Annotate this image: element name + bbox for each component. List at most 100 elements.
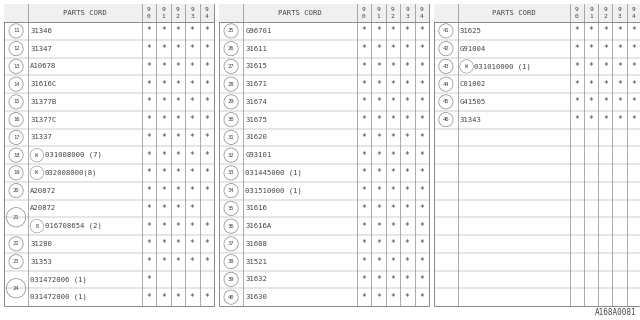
- Text: *: *: [390, 26, 395, 36]
- Text: *: *: [390, 275, 395, 284]
- Text: A20872: A20872: [30, 188, 56, 194]
- Text: *: *: [603, 97, 607, 106]
- Text: 31671: 31671: [245, 81, 267, 87]
- Bar: [4, 4, 214, 306]
- Text: *: *: [204, 115, 209, 124]
- Text: 9: 9: [362, 7, 365, 12]
- Text: B: B: [35, 224, 38, 228]
- Text: *: *: [390, 62, 395, 71]
- Text: *: *: [405, 151, 410, 160]
- Text: *: *: [589, 115, 593, 124]
- Bar: [219, 4, 429, 22]
- Text: *: *: [190, 204, 195, 213]
- Text: *: *: [632, 26, 636, 36]
- Text: *: *: [390, 115, 395, 124]
- Text: *: *: [376, 80, 381, 89]
- Text: G96701: G96701: [245, 28, 271, 34]
- Text: *: *: [419, 257, 424, 266]
- Text: 30: 30: [228, 117, 234, 122]
- Text: 9: 9: [190, 7, 194, 12]
- Text: *: *: [405, 44, 410, 53]
- Text: *: *: [390, 257, 395, 266]
- Text: 9: 9: [161, 7, 165, 12]
- Text: *: *: [147, 97, 151, 106]
- Text: 031472000 (1): 031472000 (1): [30, 294, 87, 300]
- Text: 16: 16: [13, 117, 19, 122]
- Text: G41505: G41505: [460, 99, 486, 105]
- Text: 2: 2: [176, 14, 180, 20]
- Text: 27: 27: [228, 64, 234, 69]
- Text: *: *: [376, 186, 381, 195]
- Text: *: *: [147, 26, 151, 36]
- Text: 32: 32: [228, 153, 234, 158]
- Text: *: *: [632, 80, 636, 89]
- Text: *: *: [405, 239, 410, 248]
- Text: *: *: [204, 44, 209, 53]
- Text: *: *: [161, 44, 166, 53]
- Text: *: *: [362, 292, 366, 302]
- Text: 031510000 (1): 031510000 (1): [245, 188, 302, 194]
- Text: *: *: [190, 151, 195, 160]
- Text: 29: 29: [228, 100, 234, 104]
- Text: 9: 9: [618, 7, 621, 12]
- Text: *: *: [376, 62, 381, 71]
- Text: 31620: 31620: [245, 134, 267, 140]
- Text: 2: 2: [391, 14, 395, 20]
- Bar: [434, 4, 640, 22]
- Text: *: *: [175, 26, 180, 36]
- Text: 38: 38: [228, 259, 234, 264]
- Text: 31632: 31632: [245, 276, 267, 282]
- Text: 31630: 31630: [245, 294, 267, 300]
- Text: *: *: [190, 26, 195, 36]
- Text: 1: 1: [589, 14, 593, 20]
- Text: *: *: [419, 133, 424, 142]
- Text: 9: 9: [205, 7, 209, 12]
- Text: *: *: [161, 168, 166, 177]
- Text: C01002: C01002: [460, 81, 486, 87]
- Text: *: *: [405, 97, 410, 106]
- Text: A20872: A20872: [30, 205, 56, 212]
- Text: 31346: 31346: [30, 28, 52, 34]
- Text: *: *: [376, 204, 381, 213]
- Text: *: *: [574, 44, 579, 53]
- Text: *: *: [204, 133, 209, 142]
- Text: *: *: [419, 168, 424, 177]
- Text: 34: 34: [228, 188, 234, 193]
- Bar: [4, 4, 214, 22]
- Text: *: *: [632, 44, 636, 53]
- Text: *: *: [204, 168, 209, 177]
- Text: *: *: [405, 26, 410, 36]
- Text: *: *: [376, 292, 381, 302]
- Text: *: *: [147, 115, 151, 124]
- Text: *: *: [147, 151, 151, 160]
- Text: *: *: [362, 204, 366, 213]
- Text: 45: 45: [443, 100, 449, 104]
- Text: *: *: [419, 44, 424, 53]
- Text: *: *: [190, 257, 195, 266]
- Text: *: *: [603, 26, 607, 36]
- Text: *: *: [603, 80, 607, 89]
- Text: *: *: [574, 26, 579, 36]
- Text: *: *: [390, 44, 395, 53]
- Text: *: *: [405, 62, 410, 71]
- Text: *: *: [589, 26, 593, 36]
- Text: *: *: [175, 222, 180, 231]
- Bar: [434, 4, 640, 306]
- Text: *: *: [589, 97, 593, 106]
- Text: *: *: [617, 26, 622, 36]
- Text: 31615: 31615: [245, 63, 267, 69]
- Text: 31280: 31280: [30, 241, 52, 247]
- Text: *: *: [161, 97, 166, 106]
- Text: *: *: [362, 97, 366, 106]
- Text: *: *: [204, 62, 209, 71]
- Text: *: *: [405, 292, 410, 302]
- Text: 0: 0: [362, 14, 365, 20]
- Text: *: *: [376, 97, 381, 106]
- Text: *: *: [175, 133, 180, 142]
- Text: 31521: 31521: [245, 259, 267, 265]
- Text: *: *: [362, 115, 366, 124]
- Text: 33: 33: [228, 170, 234, 175]
- Text: *: *: [175, 151, 180, 160]
- Text: 31611: 31611: [245, 46, 267, 52]
- Text: 032008000(8): 032008000(8): [45, 170, 97, 176]
